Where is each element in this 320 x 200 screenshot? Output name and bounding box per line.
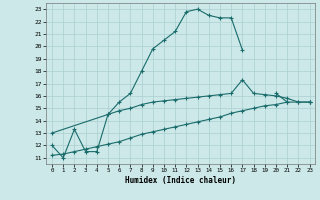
X-axis label: Humidex (Indice chaleur): Humidex (Indice chaleur) [125,176,236,185]
